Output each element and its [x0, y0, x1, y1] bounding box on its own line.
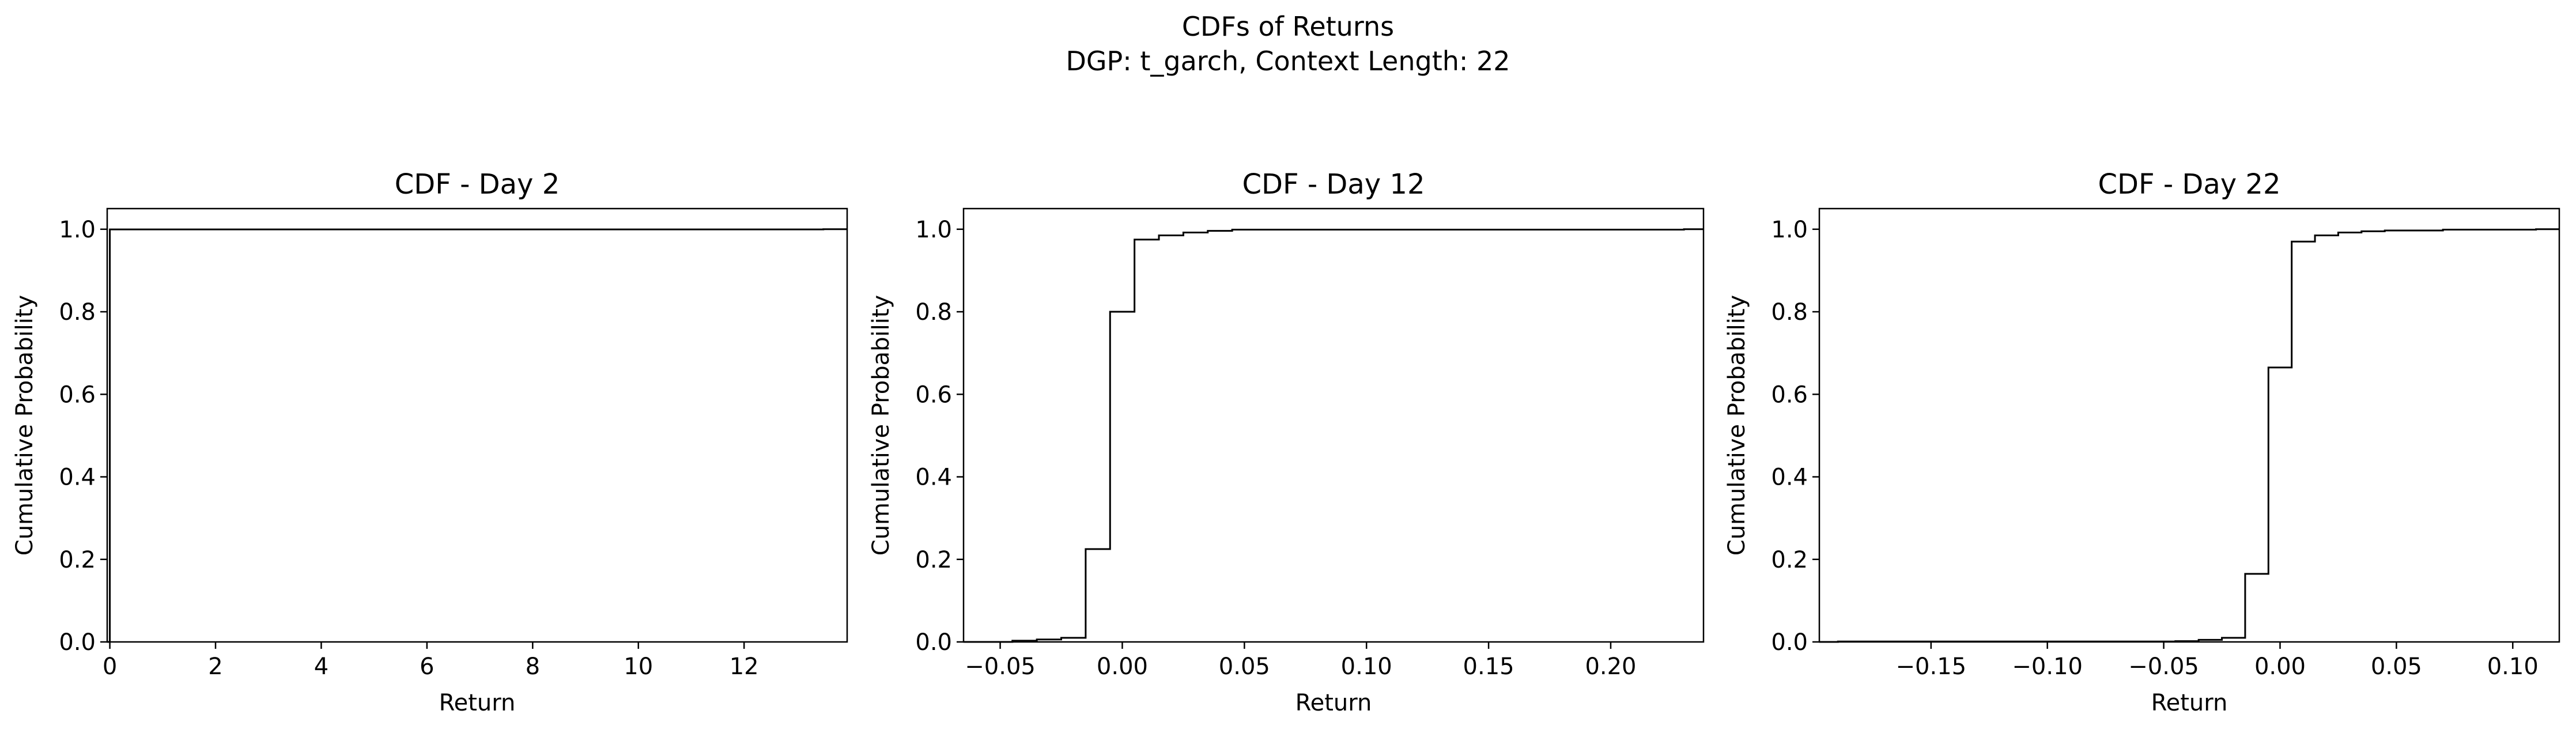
- y-tick-label: 0.0: [915, 629, 952, 656]
- y-tick-label: 0.6: [59, 381, 96, 408]
- y-axis-label: Cumulative Probability: [12, 295, 38, 555]
- figure-title: CDFs of Returns: [1182, 11, 1394, 42]
- x-tick-label: 0.10: [2487, 653, 2539, 680]
- y-tick-label: 0.2: [59, 547, 96, 573]
- x-tick-label: 8: [526, 653, 540, 680]
- subplot-title: CDF - Day 12: [1242, 168, 1425, 201]
- x-tick-label: 0.20: [1585, 653, 1636, 680]
- y-tick-label: 1.0: [1771, 217, 1808, 243]
- y-tick-label: 0.6: [915, 381, 952, 408]
- cdf-step-line: [1819, 228, 2559, 643]
- x-axis-label: Return: [2151, 690, 2228, 716]
- subplot-title: CDF - Day 2: [395, 168, 560, 201]
- y-tick-label: 0.0: [59, 629, 96, 656]
- subplot-1: CDF - Day 2 Return Cumulative Probabilit…: [12, 168, 848, 716]
- x-tick-label: 0.05: [1219, 653, 1270, 680]
- y-tick-label: 0.8: [59, 299, 96, 326]
- x-tick-label: 6: [420, 653, 434, 680]
- x-tick-label: 0.00: [2254, 653, 2306, 680]
- y-tick-label: 0.4: [1771, 464, 1808, 491]
- x-tick-label: 0.15: [1463, 653, 1514, 680]
- x-tick-label: 0.10: [1341, 653, 1392, 680]
- y-tick-label: 0.6: [1771, 381, 1808, 408]
- plot-area: [106, 207, 848, 643]
- y-tick-label: 1.0: [915, 217, 952, 243]
- cdf-step-line: [964, 228, 1704, 643]
- x-tick-label: 0.05: [2371, 653, 2422, 680]
- y-tick-label: 0.8: [915, 299, 952, 326]
- subplot-3: CDF - Day 22 Return Cumulative Probabili…: [1724, 168, 2560, 716]
- x-tick-label: −0.15: [1896, 653, 1967, 680]
- y-tick-label: 0.8: [1771, 299, 1808, 326]
- y-axis-label: Cumulative Probability: [1724, 295, 1750, 555]
- x-tick-label: 4: [314, 653, 328, 680]
- x-tick-label: 0: [103, 653, 117, 680]
- y-tick-label: 0.2: [915, 547, 952, 573]
- x-tick-label: −0.10: [2012, 653, 2083, 680]
- x-tick-label: 10: [624, 653, 653, 680]
- y-tick-label: 0.4: [59, 464, 96, 491]
- x-tick-label: 0.00: [1097, 653, 1148, 680]
- plot-area: [1818, 207, 2560, 643]
- x-tick-label: 12: [730, 653, 759, 680]
- y-axis-label: Cumulative Probability: [868, 295, 894, 555]
- cdf-step-line: [107, 228, 847, 643]
- x-axis-label: Return: [1295, 690, 1372, 716]
- x-tick-label: −0.05: [2128, 653, 2199, 680]
- x-axis-label: Return: [439, 690, 516, 716]
- x-tick-label: 2: [208, 653, 222, 680]
- y-tick-label: 0.2: [1771, 547, 1808, 573]
- y-tick-label: 1.0: [59, 217, 96, 243]
- y-tick-label: 0.4: [915, 464, 952, 491]
- subplot-title: CDF - Day 22: [2098, 168, 2280, 201]
- subplot-2: CDF - Day 12 Return Cumulative Probabili…: [868, 168, 1705, 716]
- x-tick-label: −0.05: [965, 653, 1036, 680]
- figure-subtitle: DGP: t_garch, Context Length: 22: [1066, 46, 1510, 77]
- y-tick-label: 0.0: [1771, 629, 1808, 656]
- plot-area: [962, 207, 1705, 643]
